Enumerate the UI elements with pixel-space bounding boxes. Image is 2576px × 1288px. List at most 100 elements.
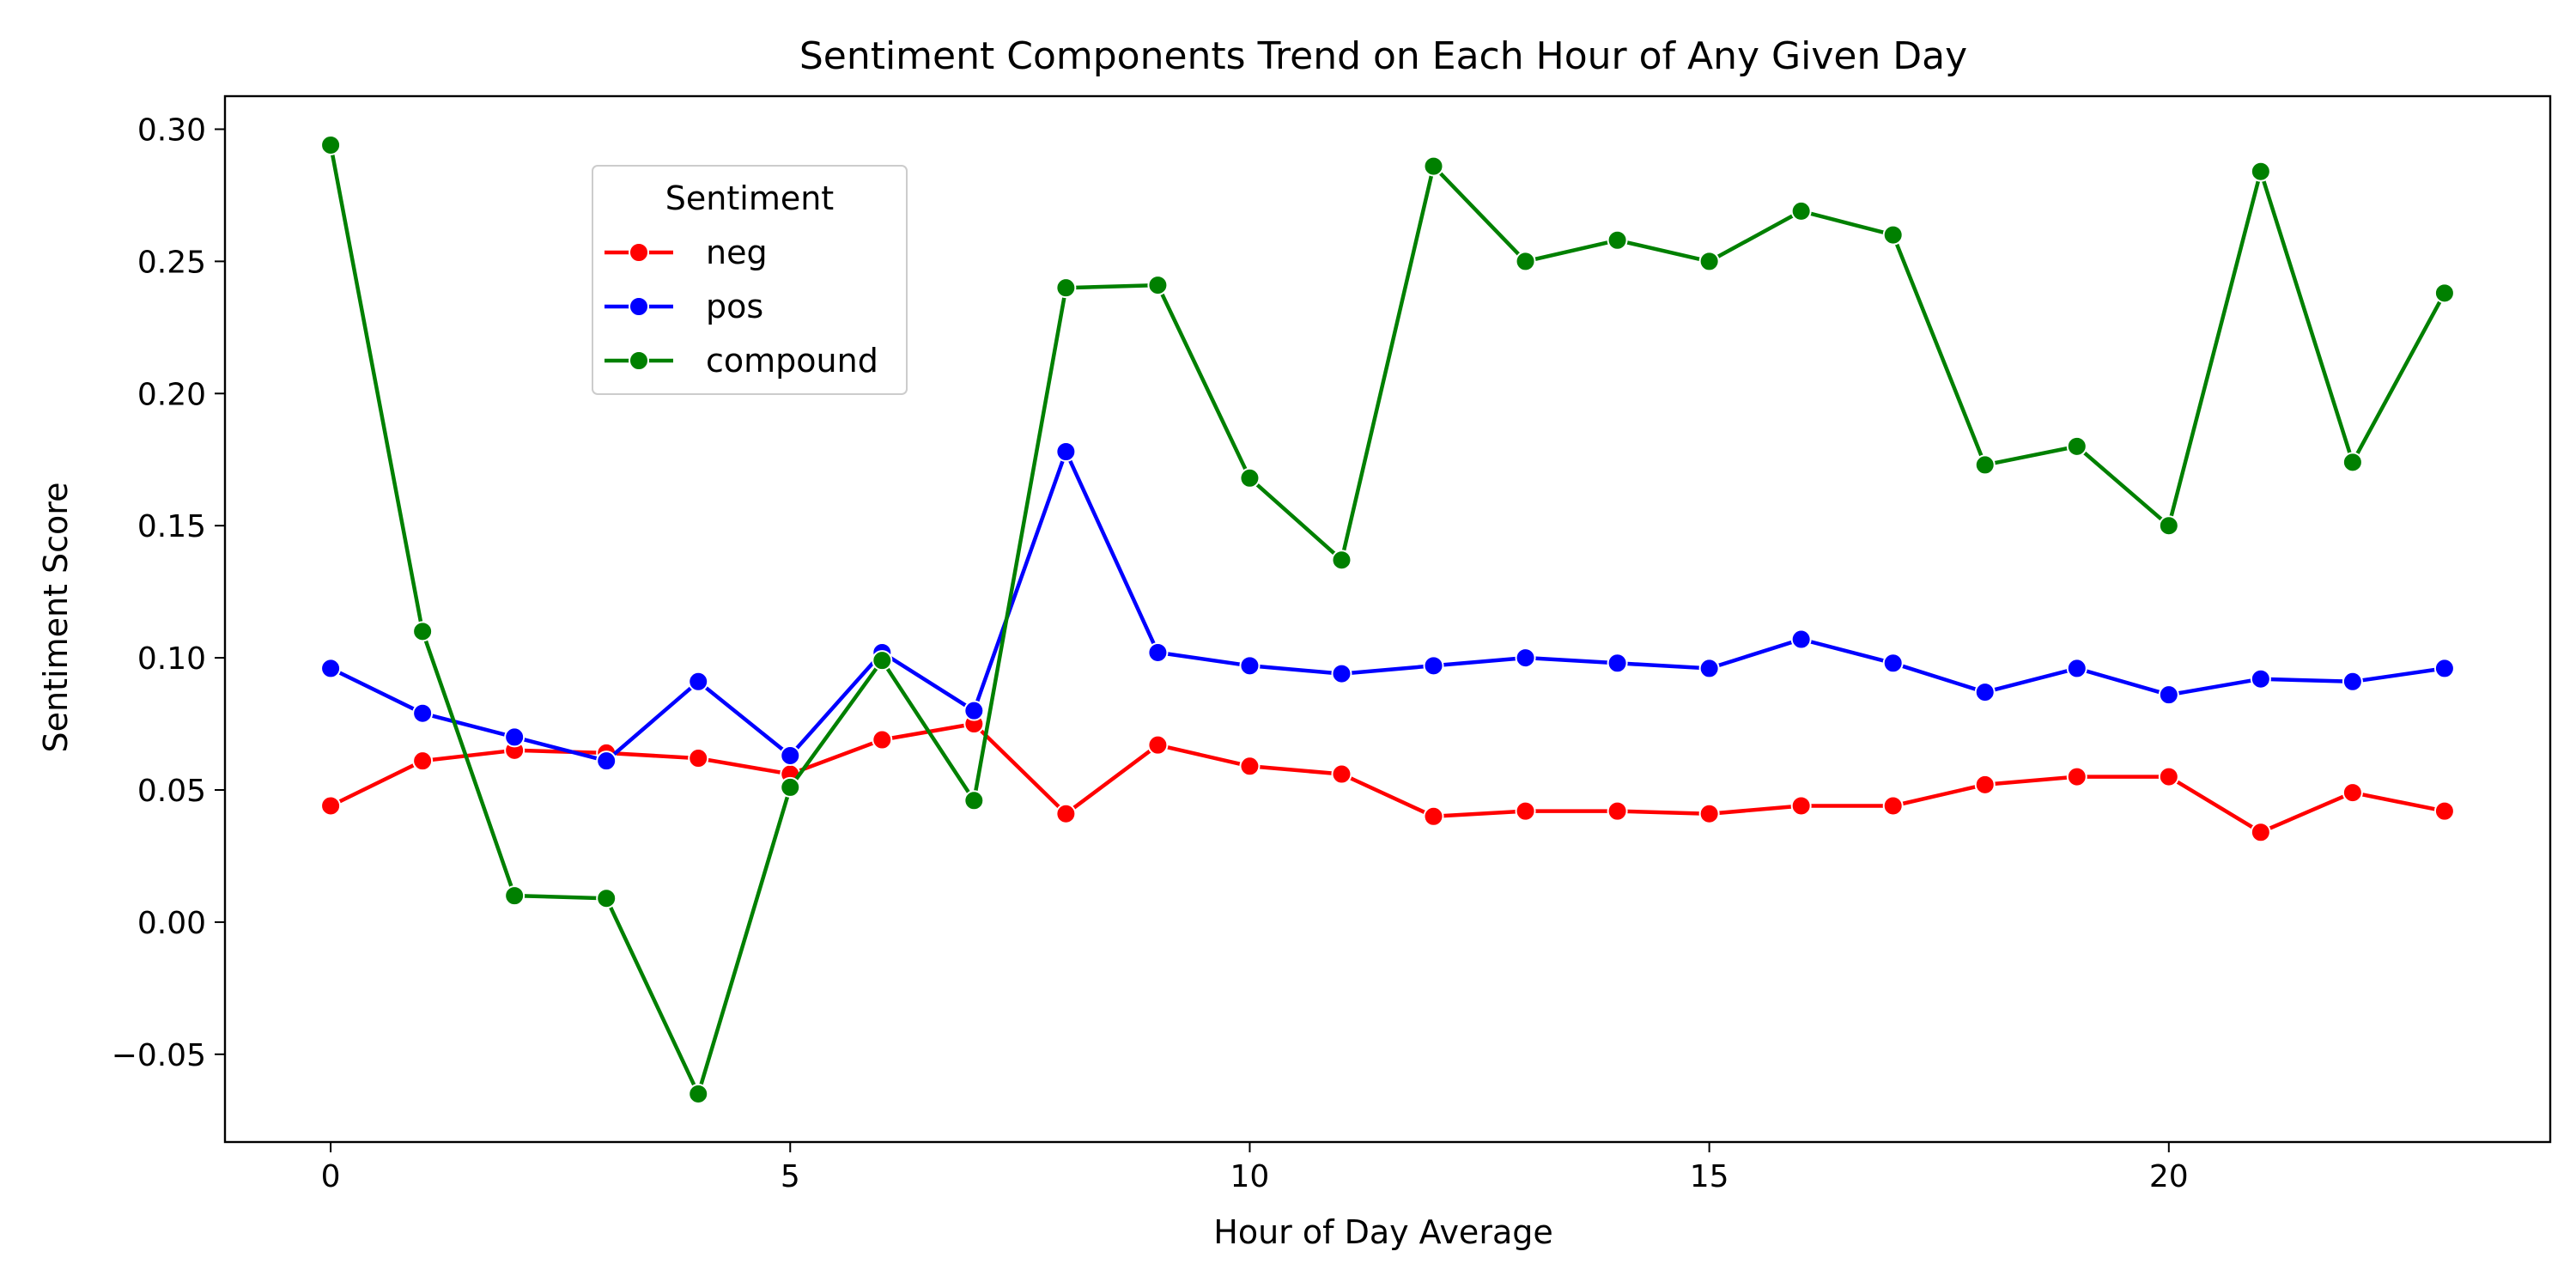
data-point-pos: [1790, 629, 1812, 650]
data-point-neg: [1515, 800, 1536, 822]
data-point-compound: [688, 1083, 709, 1104]
y-tick-label: 0.30: [137, 112, 206, 148]
data-point-compound: [412, 621, 434, 642]
y-tick-label: 0.05: [137, 774, 206, 809]
data-point-pos: [596, 750, 617, 772]
data-point-neg: [1790, 795, 1812, 817]
series-line-compound: [328, 144, 2446, 1097]
series-line-neg: [330, 721, 2445, 835]
data-point-compound: [1698, 251, 1720, 272]
data-point-pos: [1239, 655, 1261, 677]
data-point-neg: [1147, 734, 1169, 756]
data-point-compound: [2066, 435, 2087, 457]
y-tick-label: 0.25: [137, 245, 206, 280]
data-point-compound: [1974, 454, 1996, 476]
data-point-compound: [872, 650, 893, 671]
y-axis-label: Sentiment Score: [37, 483, 75, 753]
data-point-neg: [688, 748, 709, 769]
data-point-neg: [872, 729, 893, 750]
data-point-pos: [1698, 658, 1720, 679]
data-point-compound: [1790, 200, 1812, 222]
legend-marker-neg: [629, 242, 649, 263]
data-point-pos: [2158, 684, 2179, 706]
data-point-neg: [1698, 803, 1720, 824]
series-line-pos: [330, 449, 2445, 763]
data-point-pos: [1974, 682, 1996, 703]
data-point-pos: [1147, 641, 1169, 663]
y-tick-label: 0.10: [137, 641, 206, 677]
data-point-pos: [963, 700, 985, 721]
data-point-neg: [2250, 822, 2271, 843]
legend-label-compound: compound: [706, 342, 878, 380]
data-point-pos: [2342, 671, 2363, 692]
data-point-pos: [1331, 663, 1352, 684]
plot-area: 0 5 10 15 20 −0.05 0.00 0.05 0.10 0.15 0.20 0.25 0.3…: [112, 94, 2552, 1194]
chart-title: Sentiment Components Trend on Each Hour …: [799, 34, 1967, 78]
x-tick-label: 5: [781, 1159, 800, 1194]
data-point-neg: [2433, 800, 2455, 822]
data-point-compound: [1423, 155, 1444, 177]
y-tick-label: 0.15: [137, 509, 206, 544]
data-point-neg: [1423, 805, 1444, 827]
data-point-compound: [596, 888, 617, 909]
y-tick-label: −0.05: [112, 1038, 206, 1073]
data-point-compound: [2250, 161, 2271, 182]
data-point-compound: [963, 790, 985, 811]
data-point-neg: [1974, 774, 1996, 795]
data-point-compound: [2433, 283, 2455, 304]
legend-marker-pos: [629, 296, 649, 317]
x-tick-label: 15: [1690, 1159, 1729, 1194]
data-point-neg: [2342, 782, 2363, 804]
data-point-neg: [1331, 763, 1352, 785]
y-tick-label: 0.00: [137, 906, 206, 941]
data-point-compound: [2342, 452, 2363, 473]
data-point-compound: [1147, 275, 1169, 296]
data-point-compound: [1331, 550, 1352, 571]
data-point-compound: [504, 885, 526, 907]
data-point-neg: [1055, 803, 1077, 824]
x-tick-label: 20: [2149, 1159, 2189, 1194]
x-tick-label: 0: [321, 1159, 341, 1194]
data-point-compound: [1882, 224, 1904, 246]
data-point-pos: [780, 744, 801, 766]
legend-label-pos: pos: [706, 288, 763, 325]
legend-box: [592, 165, 908, 395]
data-point-compound: [320, 134, 342, 155]
data-point-compound: [780, 776, 801, 798]
data-point-compound: [1055, 277, 1077, 299]
data-point-pos: [504, 726, 526, 748]
data-point-compound: [1515, 251, 1536, 272]
data-point-neg: [1239, 756, 1261, 777]
data-point-pos: [688, 671, 709, 692]
data-point-pos: [320, 658, 342, 679]
data-point-compound: [1239, 467, 1261, 489]
plot-frame: [223, 94, 2552, 1144]
legend-marker-compound: [629, 350, 649, 371]
x-axis-label: Hour of Day Average: [1213, 1213, 1552, 1251]
data-point-pos: [1055, 441, 1077, 463]
data-point-neg: [320, 795, 342, 817]
legend-title: Sentiment: [665, 179, 834, 217]
data-point-pos: [1515, 647, 1536, 669]
data-point-neg: [1882, 795, 1904, 817]
y-tick-label: 0.20: [137, 377, 206, 412]
data-point-neg: [1607, 800, 1628, 822]
data-point-pos: [2433, 658, 2455, 679]
data-point-pos: [2250, 668, 2271, 690]
data-point-compound: [1607, 229, 1628, 251]
data-point-pos: [412, 702, 434, 724]
legend: Sentiment neg pos compound: [592, 165, 908, 395]
data-point-pos: [1423, 655, 1444, 677]
data-point-pos: [2066, 658, 2087, 679]
data-point-neg: [2158, 766, 2179, 787]
data-point-pos: [1607, 653, 1628, 674]
data-point-pos: [1882, 653, 1904, 674]
data-point-neg: [412, 750, 434, 772]
x-tick-label: 10: [1230, 1159, 1270, 1194]
legend-label-neg: neg: [706, 234, 768, 271]
data-point-compound: [2158, 515, 2179, 537]
data-point-neg: [2066, 766, 2087, 787]
